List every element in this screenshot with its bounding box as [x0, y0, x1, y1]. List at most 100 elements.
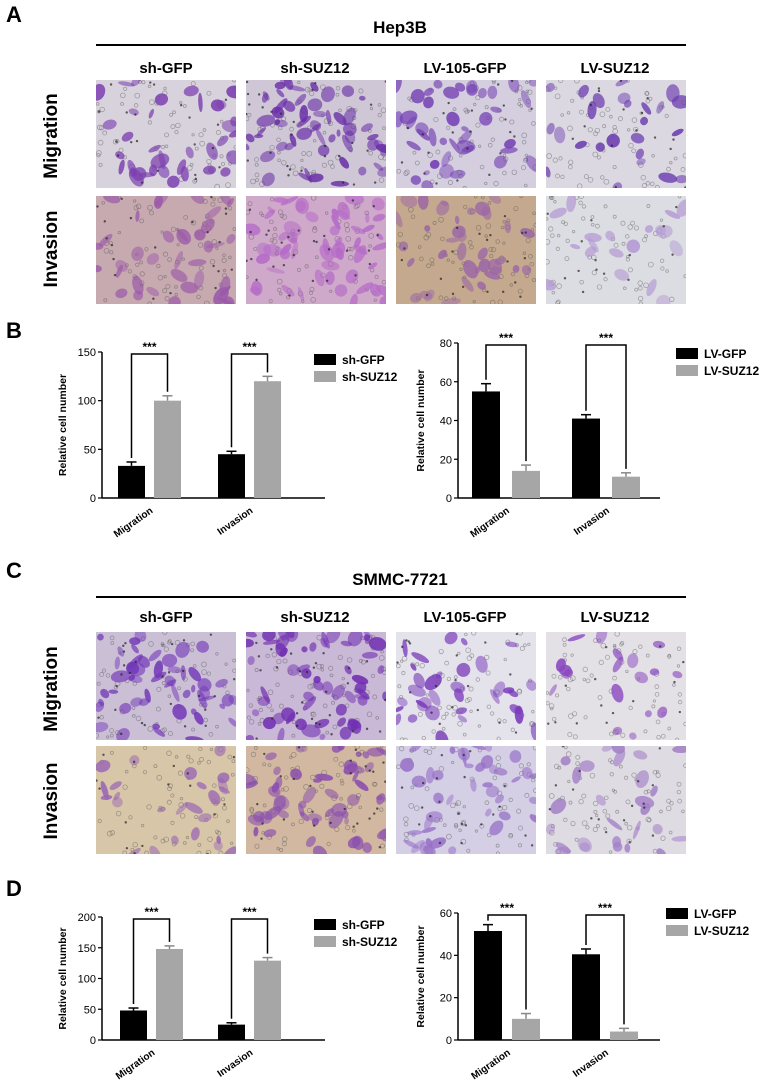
- legend-swatch-lv-gfp: [676, 348, 698, 359]
- significance-stars: ***: [144, 905, 158, 919]
- panel-a-col-label-lv-105-gfp: LV-105-GFP: [423, 60, 507, 77]
- legend-swatch-lv-suz12: [676, 365, 698, 376]
- significance-bracket: [230, 353, 269, 448]
- panel-c-col-label-lv-105-gfp: LV-105-GFP: [423, 609, 507, 626]
- y-tick-label: 50: [84, 1004, 96, 1016]
- x-tick-label-migration: Migration: [114, 1047, 157, 1082]
- bar-lv-suz12-invasion: [612, 476, 640, 498]
- micrograph-a-invasion-lv-suz12: [546, 196, 686, 304]
- legend-swatch-lv-suz12: [666, 925, 688, 936]
- significance-bracket: [230, 918, 269, 1019]
- micrograph-c-invasion-lv-105-gfp: [396, 746, 536, 854]
- legend-label-sh-gfp: sh-GFP: [342, 353, 385, 367]
- y-tick-label: 0: [90, 493, 96, 505]
- panel-c-col-label-lv-suz12: LV-SUZ12: [580, 609, 650, 626]
- micrograph-a-migration-sh-suz12: [246, 80, 386, 188]
- y-tick-label: 40: [440, 950, 452, 962]
- panel-a-col-label-lv-suz12: LV-SUZ12: [580, 60, 650, 77]
- significance-stars: ***: [500, 901, 514, 915]
- x-tick-label-migration: Migration: [470, 1047, 513, 1082]
- bar-sh-suz12-migration: [156, 948, 183, 1040]
- y-tick-label: 60: [440, 377, 452, 389]
- micrograph-c-migration-sh-suz12: [246, 632, 386, 740]
- legend-swatch-sh-gfp: [314, 354, 336, 365]
- legend-label-lv-suz12: LV-SUZ12: [704, 364, 759, 378]
- y-tick-label: 150: [78, 943, 96, 955]
- micrograph-c-invasion-sh-gfp: [96, 746, 236, 854]
- bar-lv-suz12-migration: [512, 1018, 540, 1040]
- x-tick-label-migration: Migration: [112, 505, 155, 540]
- bar-sh-gfp-invasion: [218, 454, 245, 498]
- significance-bracket: [485, 344, 527, 462]
- micrograph-a-migration-lv-suz12: [546, 80, 686, 188]
- panel-c-title-rule: [96, 596, 686, 598]
- legend-label-sh-gfp: sh-GFP: [342, 918, 385, 932]
- micrograph-a-invasion-lv-105-gfp: [396, 196, 536, 304]
- x-tick-label-migration: Migration: [469, 505, 512, 540]
- legend-swatch-lv-gfp: [666, 908, 688, 919]
- legend-swatch-sh-gfp: [314, 919, 336, 930]
- bar-lv-gfp-invasion: [572, 418, 600, 498]
- legend-label-lv-suz12: LV-SUZ12: [694, 924, 749, 938]
- y-tick-label: 0: [90, 1035, 96, 1047]
- legend-label-lv-gfp: LV-GFP: [704, 347, 746, 361]
- significance-bracket: [585, 344, 627, 469]
- significance-stars: ***: [142, 340, 156, 354]
- panel-a-cell-line-title: Hep3B: [373, 18, 427, 37]
- bar-sh-suz12-migration: [154, 400, 181, 498]
- y-axis-title: Relative cell number: [415, 369, 427, 471]
- legend-swatch-sh-suz12: [314, 371, 336, 382]
- y-tick-label: 20: [440, 454, 452, 466]
- significance-bracket: [132, 918, 171, 1005]
- micrograph-c-migration-sh-gfp: [96, 632, 236, 740]
- panel-a-row-label-invasion: Invasion: [41, 210, 62, 288]
- x-tick-label-invasion: Invasion: [572, 505, 612, 537]
- y-tick-label: 20: [440, 993, 452, 1005]
- y-tick-label: 150: [78, 347, 96, 359]
- legend-label-lv-gfp: LV-GFP: [694, 907, 736, 921]
- bar-sh-gfp-migration: [120, 1010, 147, 1040]
- bar-lv-suz12-migration: [512, 470, 540, 498]
- x-tick-label-invasion: Invasion: [571, 1047, 611, 1079]
- panel-b-chart-sh: 0 50 100 150 Relative cell number *** Migratio…: [57, 340, 398, 540]
- bar-sh-suz12-invasion: [254, 381, 281, 498]
- bar-sh-suz12-invasion: [254, 960, 281, 1040]
- bar-lv-gfp-migration: [472, 391, 500, 498]
- panel-letter-b: B: [6, 318, 22, 343]
- panel-a-col-label-sh-suz12: sh-SUZ12: [280, 60, 350, 77]
- panel-c-col-label-sh-suz12: sh-SUZ12: [280, 609, 350, 626]
- y-tick-label: 50: [84, 444, 96, 456]
- y-tick-label: 100: [78, 396, 96, 408]
- panel-d-chart-sh: 0 50 100 150 200 Relative cell number *** Migra…: [57, 905, 398, 1082]
- significance-stars: ***: [598, 901, 612, 915]
- bar-sh-gfp-migration: [118, 465, 145, 498]
- bar-sh-gfp-invasion: [218, 1024, 245, 1040]
- panel-d-chart-lv: 0 20 40 60 Relative cell number *** Migration *…: [415, 901, 749, 1082]
- panel-c-cell-line-title: SMMC-7721: [352, 570, 448, 589]
- micrograph-a-invasion-sh-gfp: [96, 196, 236, 304]
- significance-bracket: [585, 914, 625, 1025]
- micrograph-c-migration-lv-105-gfp: [396, 632, 536, 740]
- panel-letter-c: C: [6, 558, 22, 583]
- significance-stars: ***: [499, 331, 513, 345]
- y-tick-label: 40: [440, 416, 452, 428]
- legend-label-sh-suz12: sh-SUZ12: [342, 370, 398, 384]
- y-tick-label: 60: [440, 908, 452, 920]
- bar-lv-suz12-invasion: [610, 1031, 638, 1040]
- significance-bracket: [487, 914, 527, 1010]
- panel-letter-a: A: [6, 2, 22, 27]
- y-axis-title: Relative cell number: [57, 927, 69, 1029]
- y-tick-label: 80: [440, 338, 452, 350]
- y-tick-label: 0: [446, 1035, 452, 1047]
- panel-a-title-rule: [96, 44, 686, 46]
- panel-c-row-label-invasion: Invasion: [41, 762, 62, 840]
- y-axis-title: Relative cell number: [415, 925, 427, 1027]
- micrograph-c-migration-lv-suz12: [546, 632, 686, 740]
- micrograph-a-migration-sh-gfp: [96, 80, 236, 188]
- bar-lv-gfp-migration: [474, 930, 502, 1040]
- micrograph-c-invasion-sh-suz12: [246, 746, 386, 854]
- significance-stars: ***: [599, 331, 613, 345]
- panel-letter-d: D: [6, 876, 22, 901]
- legend-label-sh-suz12: sh-SUZ12: [342, 935, 398, 949]
- micrograph-a-migration-lv-105-gfp: [396, 80, 536, 188]
